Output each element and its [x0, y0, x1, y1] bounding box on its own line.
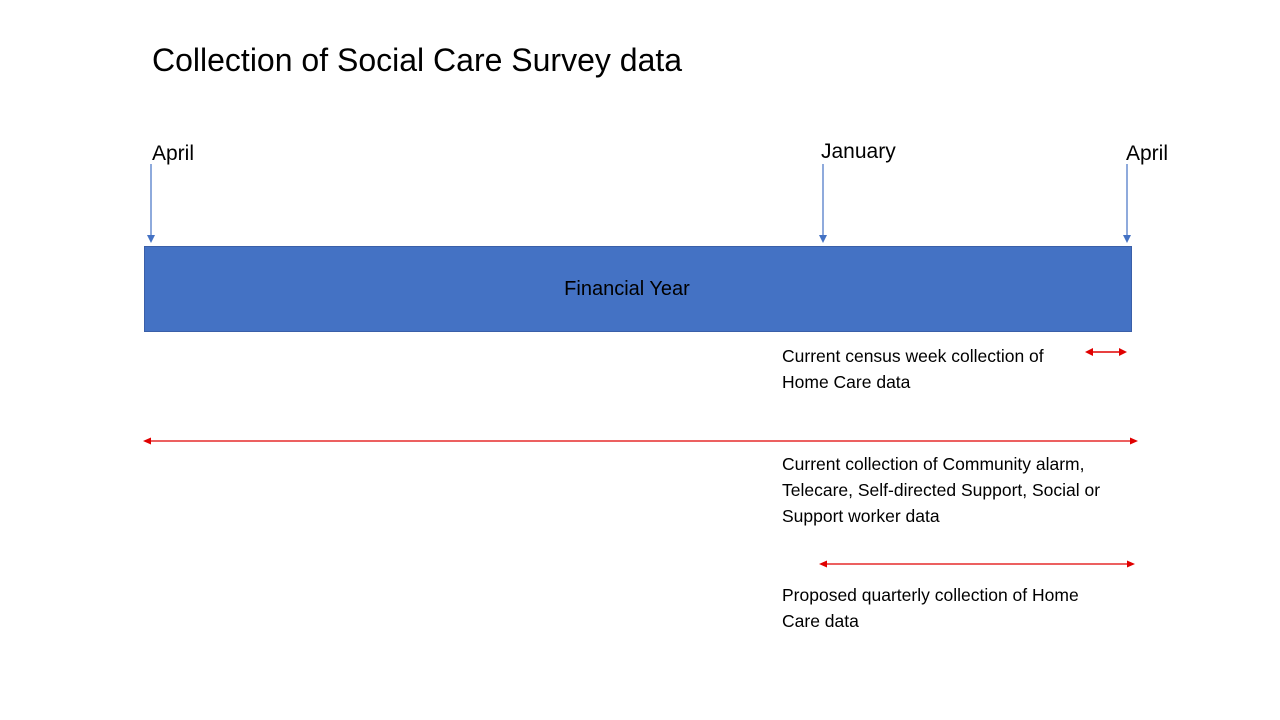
marker-label-april-end: April: [1126, 142, 1169, 165]
double-headed-arrow-icon-full-year: [143, 437, 1138, 445]
proposed-quarterly-note-line2: Care data: [782, 611, 859, 631]
down-arrow-icon-january: [819, 164, 827, 243]
current-collection-note-line3: Support worker data: [782, 506, 940, 526]
down-arrow-icon-april-start: [147, 164, 155, 243]
proposed-quarterly-note-line1: Proposed quarterly collection of Home: [782, 585, 1079, 605]
census-week-note: Current census week collection of Home C…: [782, 343, 1044, 395]
current-collection-note: Current collection of Community alarm, T…: [782, 451, 1100, 529]
census-week-note-line1: Current census week collection of: [782, 346, 1044, 366]
proposed-quarterly-note: Proposed quarterly collection of Home Ca…: [782, 582, 1079, 634]
current-collection-note-line1: Current collection of Community alarm,: [782, 454, 1085, 474]
financial-year-label: Financial Year: [564, 277, 690, 300]
marker-label-april-start: April: [152, 142, 195, 165]
double-headed-arrow-icon-quarterly: [819, 560, 1135, 568]
census-week-note-line2: Home Care data: [782, 372, 911, 392]
slide-title: Collection of Social Care Survey data: [152, 42, 683, 78]
current-collection-note-line2: Telecare, Self-directed Support, Social …: [782, 480, 1101, 500]
financial-year-bar: Financial Year: [144, 246, 1132, 332]
double-headed-arrow-icon-census-week: [1085, 348, 1127, 356]
down-arrow-icon-april-end: [1123, 164, 1131, 243]
marker-label-january: January: [821, 140, 896, 163]
